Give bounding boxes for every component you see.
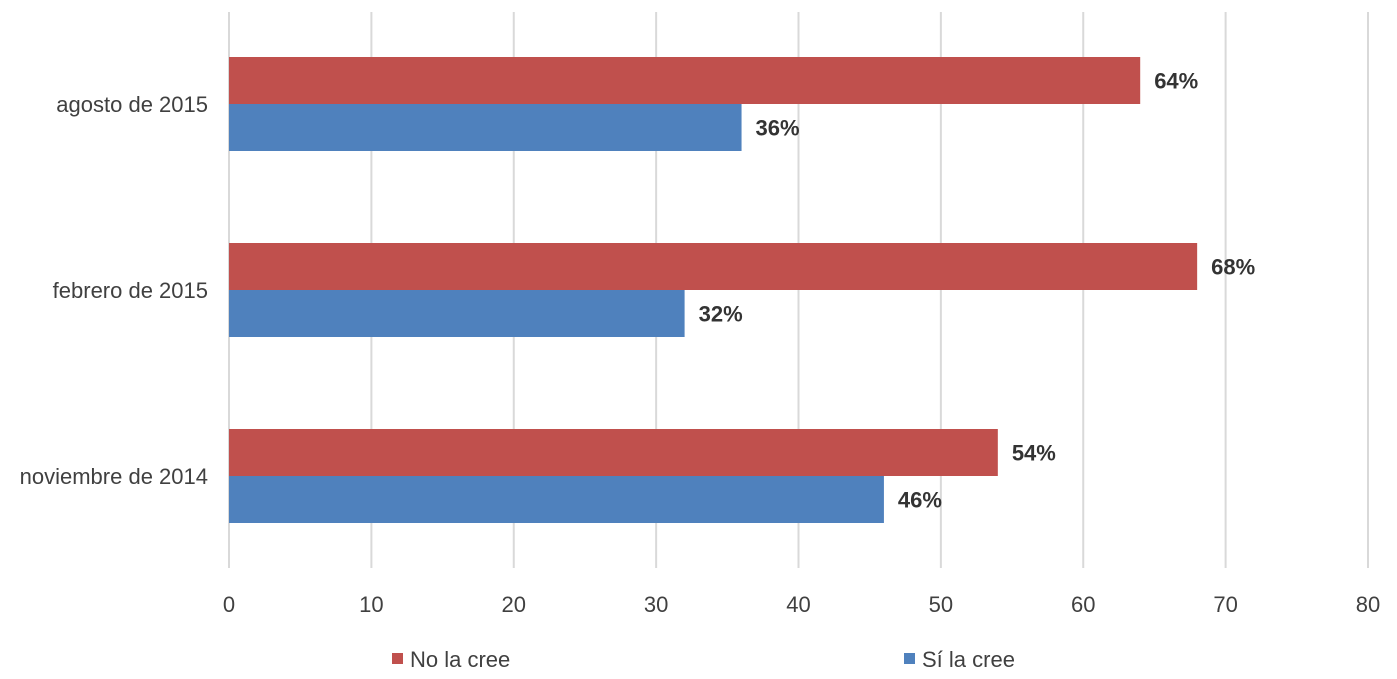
x-tick-label: 60 xyxy=(1071,592,1095,617)
data-label: 46% xyxy=(898,488,942,513)
bars xyxy=(229,57,1198,523)
data-labels: 64% 68% 54% 36% 32% 46% xyxy=(699,69,1256,513)
x-tick-label: 50 xyxy=(929,592,953,617)
axes: 0 10 20 30 40 50 60 70 80 agosto de 2015 febrero d… xyxy=(20,92,1381,617)
data-label: 36% xyxy=(756,116,800,141)
data-label: 68% xyxy=(1211,255,1255,280)
x-tick-label: 80 xyxy=(1356,592,1380,617)
bar-si-la-cree xyxy=(229,476,884,523)
y-category-label: noviembre de 2014 xyxy=(20,464,208,489)
bar-no-la-cree xyxy=(229,57,1141,104)
bar-si-la-cree xyxy=(229,104,742,151)
legend: No la cree Sí la cree xyxy=(392,647,1015,672)
legend-swatch xyxy=(904,653,915,664)
x-tick-label: 0 xyxy=(223,592,235,617)
data-label: 54% xyxy=(1012,441,1056,466)
x-tick-label: 10 xyxy=(359,592,383,617)
legend-label: No la cree xyxy=(410,647,510,672)
bar-no-la-cree xyxy=(229,429,998,476)
x-tick-label: 20 xyxy=(502,592,526,617)
x-tick-label: 70 xyxy=(1213,592,1237,617)
x-tick-label: 40 xyxy=(786,592,810,617)
y-category-label: febrero de 2015 xyxy=(53,278,208,303)
data-label: 32% xyxy=(699,302,743,327)
bar-si-la-cree xyxy=(229,290,685,337)
legend-label: Sí la cree xyxy=(922,647,1015,672)
x-tick-label: 30 xyxy=(644,592,668,617)
data-label: 64% xyxy=(1154,69,1198,94)
bar-no-la-cree xyxy=(229,243,1198,290)
y-category-label: agosto de 2015 xyxy=(56,92,208,117)
legend-swatch xyxy=(392,653,403,664)
